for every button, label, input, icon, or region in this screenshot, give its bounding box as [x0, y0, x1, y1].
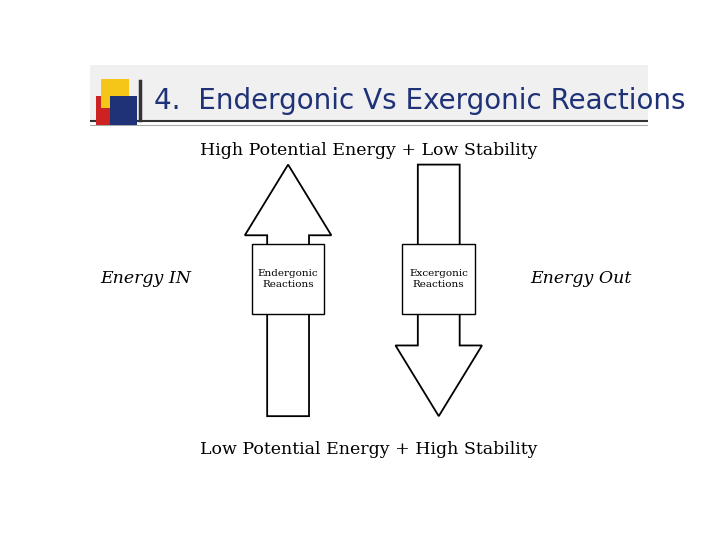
Bar — [252, 244, 324, 314]
Bar — [402, 244, 475, 314]
Polygon shape — [395, 165, 482, 416]
Polygon shape — [245, 165, 331, 416]
Text: Energy IN: Energy IN — [100, 271, 192, 287]
Text: Low Potential Energy + High Stability: Low Potential Energy + High Stability — [200, 441, 538, 458]
Text: High Potential Energy + Low Stability: High Potential Energy + Low Stability — [200, 141, 538, 159]
Bar — [109, 96, 138, 125]
Text: 4.  Endergonic Vs Exergonic Reactions: 4. Endergonic Vs Exergonic Reactions — [154, 87, 685, 115]
Bar — [90, 65, 648, 121]
Text: Endergonic
Reactions: Endergonic Reactions — [258, 269, 318, 289]
Text: Energy Out: Energy Out — [531, 271, 631, 287]
Bar — [101, 79, 129, 109]
Bar — [96, 96, 124, 125]
Text: Excergonic
Reactions: Excergonic Reactions — [409, 269, 468, 289]
